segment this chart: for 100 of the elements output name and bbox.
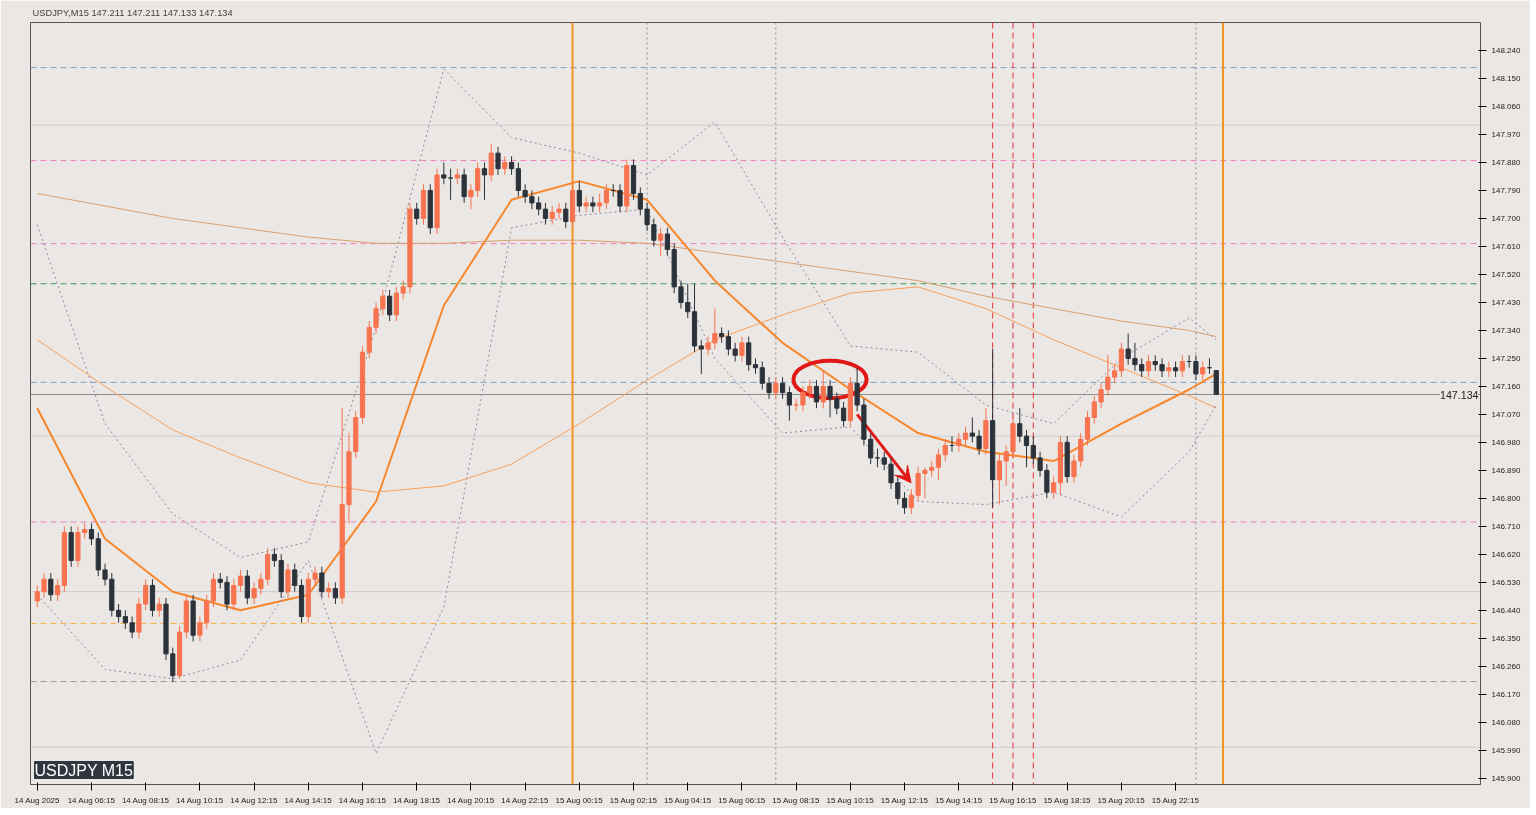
line-series — [36, 193, 1217, 338]
candlestick — [746, 336, 752, 372]
x-tick-label: 15 Aug 18:15 — [1043, 795, 1092, 805]
y-tick-label: 146.800 — [1491, 493, 1521, 503]
candlestick — [705, 336, 711, 356]
y-tick-label: 147.520 — [1491, 269, 1521, 279]
x-tick-label: 15 Aug 08:15 — [772, 795, 821, 805]
candlestick — [908, 488, 914, 515]
candlestick — [156, 597, 162, 618]
candlestick — [502, 155, 508, 176]
candlestick — [271, 547, 278, 568]
candlestick — [868, 432, 874, 465]
line-series — [36, 286, 1217, 493]
candlestick — [813, 379, 820, 409]
candlestick — [786, 385, 792, 422]
x-tick-label: 15 Aug 00:15 — [555, 795, 604, 805]
y-tick-label: 146.170 — [1491, 689, 1521, 699]
x-tick-label: 15 Aug 06:15 — [718, 795, 766, 805]
y-tick-label: 147.430 — [1491, 297, 1521, 307]
candlestick — [115, 603, 122, 624]
candlestick — [48, 572, 54, 602]
y-tick-label: 146.710 — [1491, 521, 1521, 531]
x-tick-label: 15 Aug 14:15 — [934, 795, 983, 805]
candlestick — [508, 155, 515, 176]
candlestick — [1051, 476, 1057, 499]
candlestick — [1017, 407, 1023, 443]
y-tick-label: 147.340 — [1491, 325, 1521, 335]
y-tick-label: 147.880 — [1491, 157, 1521, 167]
candlestick — [658, 227, 664, 257]
candlestick — [780, 376, 786, 400]
candlestick — [1023, 429, 1030, 468]
candlestick — [1118, 342, 1124, 378]
candlestick — [773, 376, 779, 400]
y-tick-label: 147.160 — [1491, 381, 1521, 391]
x-tick-label: 14 Aug 10:15 — [176, 795, 224, 805]
x-tick-label: 15 Aug 22:15 — [1151, 795, 1200, 805]
x-tick-label: 14 Aug 14:15 — [284, 795, 333, 805]
x-tick-label: 15 Aug 02:15 — [609, 795, 658, 805]
candlestick — [1030, 435, 1036, 465]
y-tick-label: 148.150 — [1491, 73, 1521, 83]
candlestick — [542, 202, 549, 226]
x-tick-label: 15 Aug 20:15 — [1097, 795, 1146, 805]
candlestick — [739, 336, 745, 363]
candlestick — [197, 616, 203, 642]
y-tick-label: 147.970 — [1491, 129, 1521, 139]
candlestick — [820, 370, 826, 409]
x-tick-label: 14 Aug 08:15 — [121, 795, 170, 805]
candlestick — [204, 594, 210, 630]
y-tick-label: 146.980 — [1491, 437, 1521, 447]
candlestick — [901, 491, 908, 515]
y-tick-label: 146.260 — [1491, 661, 1521, 671]
x-tick-label: 14 Aug 12:15 — [230, 795, 279, 805]
y-tick-label: 146.440 — [1491, 605, 1521, 615]
candlestick — [1145, 354, 1152, 378]
candlestick — [488, 143, 494, 182]
candlestick — [244, 569, 250, 605]
x-tick-label: 14 Aug 06:15 — [67, 795, 116, 805]
candlestick — [414, 202, 420, 226]
y-tick-label: 147.610 — [1491, 241, 1521, 251]
candlestick — [122, 609, 128, 630]
x-tick-label: 14 Aug 16:15 — [338, 795, 387, 805]
candlestick — [712, 308, 718, 350]
y-tick-label: 146.890 — [1491, 465, 1521, 475]
candlestick — [495, 146, 501, 176]
annotation: USDJPY M15 — [34, 761, 134, 779]
x-tick-label: 14 Aug 2025 — [14, 795, 61, 805]
candlestick — [840, 401, 847, 428]
y-tick-label: 148.060 — [1491, 101, 1521, 111]
y-tick-label: 146.080 — [1491, 717, 1521, 727]
candlestick — [129, 616, 135, 639]
candlestick — [88, 522, 95, 546]
candlestick — [55, 578, 61, 602]
y-tick-label: 147.790 — [1491, 185, 1521, 195]
y-tick-label: 145.990 — [1491, 745, 1521, 755]
candlestick — [1200, 361, 1206, 381]
candlestick — [583, 196, 589, 213]
chart-title: USDJPY,M15 147.211 147.211 147.133 147.134 — [32, 7, 233, 18]
x-tick-label: 14 Aug 18:15 — [392, 795, 441, 805]
candlestick — [854, 367, 860, 412]
y-tick-label: 148.240 — [1491, 45, 1521, 55]
y-tick-label: 145.900 — [1491, 773, 1521, 783]
y-tick-label: 147.250 — [1491, 353, 1521, 363]
ref-line-label: 147.134 — [1439, 389, 1479, 402]
candlestick — [563, 202, 569, 229]
candlestick — [576, 180, 582, 213]
y-tick-label: 146.620 — [1491, 549, 1521, 559]
y-tick-label: 146.350 — [1491, 633, 1521, 643]
candlestick — [549, 205, 555, 226]
candlestick — [1213, 370, 1219, 395]
x-tick-label: 15 Aug 04:15 — [663, 795, 712, 805]
x-tick-label: 15 Aug 12:15 — [880, 795, 929, 805]
candlestick — [1084, 410, 1091, 446]
candlestick — [556, 202, 562, 219]
candlestick — [319, 566, 325, 599]
x-tick-label: 15 Aug 16:15 — [989, 795, 1037, 805]
line-series — [36, 68, 1217, 558]
candlestick — [1179, 354, 1185, 378]
candlestick — [481, 161, 488, 201]
candlestick — [1193, 354, 1199, 381]
x-tick-label: 14 Aug 22:15 — [501, 795, 550, 805]
